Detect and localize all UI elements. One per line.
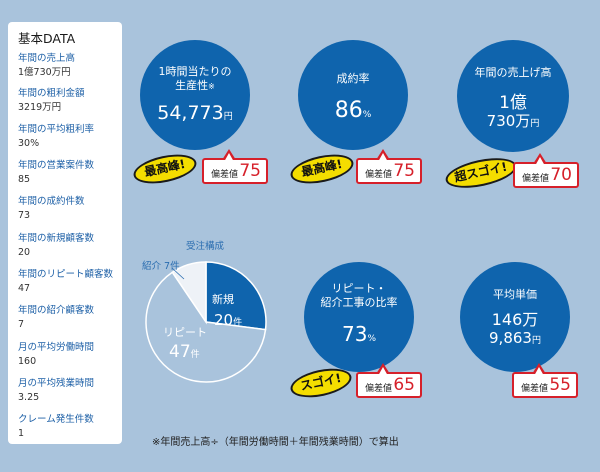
stat-sales-cases: 年間の営業案件数 85 xyxy=(18,159,94,187)
bubble-tail-inner xyxy=(378,367,388,376)
repeat-ratio-title-line1: リピート・ xyxy=(331,282,387,295)
stat-label: 年間の成約件数 xyxy=(18,196,85,207)
productivity-circle: 1時間当たりの 生産性※ 54,773円 xyxy=(140,40,250,150)
pie-label-referral: 紹介 xyxy=(142,261,162,272)
pie-slice-new xyxy=(205,261,267,331)
unit-price-unit: 円 xyxy=(531,336,541,346)
stat-label: 年間の営業案件数 xyxy=(18,160,95,171)
pie-slice-referral xyxy=(171,261,207,325)
referral-leader-line xyxy=(171,267,185,280)
stat-label: 年間の新規顧客数 xyxy=(18,233,95,244)
bubble-tail-inner xyxy=(534,367,544,376)
stat-value: 3.25 xyxy=(18,392,40,403)
pie-title: 受注構成 xyxy=(186,241,225,252)
close-rate-circle: 成約率 86% xyxy=(298,40,408,150)
hensachi-label: 偏差値 xyxy=(365,170,393,180)
hensachi-label: 偏差値 xyxy=(211,170,239,180)
pie-unit-referral: 件 xyxy=(170,261,180,272)
basic-data-panel: 基本DATA 年間の売上高 1億730万円 年間の粗利金額 3219万円 年間の平均… xyxy=(8,22,122,444)
stat-value: 1億730万円 xyxy=(18,67,71,78)
annual-sales-line1: 1億 xyxy=(499,93,527,113)
annual-sales-circle: 年間の売上げ高 1億 730万円 xyxy=(457,40,569,152)
productivity-title-line2: 生産性 xyxy=(175,79,209,92)
close-rate-value: 86 xyxy=(334,98,363,123)
pie-value-repeat: 47 xyxy=(169,342,191,362)
hensachi-label: 偏差値 xyxy=(521,384,549,394)
pie-value-referral: 7 xyxy=(164,261,171,272)
stat-label: 年間の紹介顧客数 xyxy=(18,305,95,316)
pie-label-repeat: リピート xyxy=(163,326,207,339)
stat-complaints: クレーム発生件数 1 xyxy=(18,413,94,441)
hensachi-unit-price: 偏差値 55 xyxy=(512,363,578,398)
stat-label: 月の平均残業時間 xyxy=(18,378,95,389)
repeat-ratio-unit: % xyxy=(367,334,376,344)
stat-work-hours: 月の平均労働時間 160 xyxy=(18,341,94,369)
hensachi-value: 75 xyxy=(393,161,415,181)
pie-unit-repeat: 件 xyxy=(190,350,200,360)
stat-label: 年間の粗利金額 xyxy=(18,88,85,99)
hensachi-annual-sales: 偏差値 70 xyxy=(513,153,579,188)
pie-slice-repeat xyxy=(145,271,267,383)
stat-label: 年間の売上高 xyxy=(18,53,76,64)
stat-label: クレーム発生件数 xyxy=(18,414,94,425)
hensachi-value: 70 xyxy=(550,165,572,185)
stat-value: 20 xyxy=(18,247,31,258)
hensachi-productivity: 偏差値 75 xyxy=(202,149,268,184)
annual-sales-line2: 730万 xyxy=(486,112,531,130)
stat-referral-customers: 年間の紹介顧客数 7 xyxy=(18,304,94,332)
hensachi-label: 偏差値 xyxy=(365,384,393,394)
stat-annual-sales: 年間の売上高 1億730万円 xyxy=(18,52,75,80)
pie-value-new: 20 xyxy=(214,311,234,329)
repeat-ratio-value: 73 xyxy=(341,322,368,346)
stat-margin-rate: 年間の平均粗利率 30% xyxy=(18,123,94,151)
stat-value: 1 xyxy=(18,428,25,439)
unit-price-line1: 146万 xyxy=(491,310,539,329)
hensachi-close-rate: 偏差値 75 xyxy=(356,149,422,184)
stat-repeat-customers: 年間のリピート顧客数 47 xyxy=(18,268,113,296)
unit-price-circle: 平均単価 146万 9,863円 xyxy=(460,262,570,372)
bubble-tail-inner xyxy=(535,157,545,166)
stat-value: 73 xyxy=(18,210,31,221)
bubble-tail-inner xyxy=(378,153,388,162)
pie-unit-new: 件 xyxy=(233,318,243,328)
hensachi-repeat-ratio: 偏差値 65 xyxy=(356,363,422,398)
productivity-value: 54,773 xyxy=(157,102,224,124)
stat-label: 年間の平均粗利率 xyxy=(18,124,95,135)
annual-sales-unit: 円 xyxy=(530,119,540,129)
stat-gross-profit: 年間の粗利金額 3219万円 xyxy=(18,87,85,115)
stat-value: 7 xyxy=(18,319,25,330)
footnote: ※年間売上高÷（年間労働時間＋年間残業時間）で算出 xyxy=(152,437,399,448)
annual-sales-title: 年間の売上げ高 xyxy=(474,66,552,79)
close-rate-unit: % xyxy=(362,110,372,120)
panel-title: 基本DATA xyxy=(18,31,76,46)
productivity-unit: 円 xyxy=(223,112,233,122)
unit-price-title: 平均単価 xyxy=(493,288,537,301)
stat-contracts: 年間の成約件数 73 xyxy=(18,195,85,223)
stat-new-customers: 年間の新規顧客数 20 xyxy=(18,232,94,260)
productivity-title-line1: 1時間当たりの xyxy=(158,65,232,78)
stat-overtime: 月の平均残業時間 3.25 xyxy=(18,377,94,405)
stat-value: 160 xyxy=(18,356,37,367)
bubble-tail-inner xyxy=(224,153,234,162)
pie-label-new: 新規 xyxy=(212,293,234,306)
hensachi-value: 75 xyxy=(239,161,261,181)
close-rate-title: 成約率 xyxy=(336,72,370,85)
repeat-ratio-title-line2: 紹介工事の比率 xyxy=(320,296,398,309)
stat-label: 月の平均労働時間 xyxy=(18,342,95,353)
repeat-ratio-circle: リピート・ 紹介工事の比率 73% xyxy=(304,262,414,372)
stat-value: 30% xyxy=(18,138,40,149)
footnote-mark: ※ xyxy=(208,82,215,91)
stat-label: 年間のリピート顧客数 xyxy=(18,269,114,280)
hensachi-label: 偏差値 xyxy=(522,174,550,184)
unit-price-line2: 9,863 xyxy=(489,329,532,347)
hensachi-value: 55 xyxy=(549,375,571,395)
hensachi-value: 65 xyxy=(393,375,415,395)
stat-value: 85 xyxy=(18,174,31,185)
stat-value: 3219万円 xyxy=(18,102,62,113)
stat-value: 47 xyxy=(18,283,31,294)
